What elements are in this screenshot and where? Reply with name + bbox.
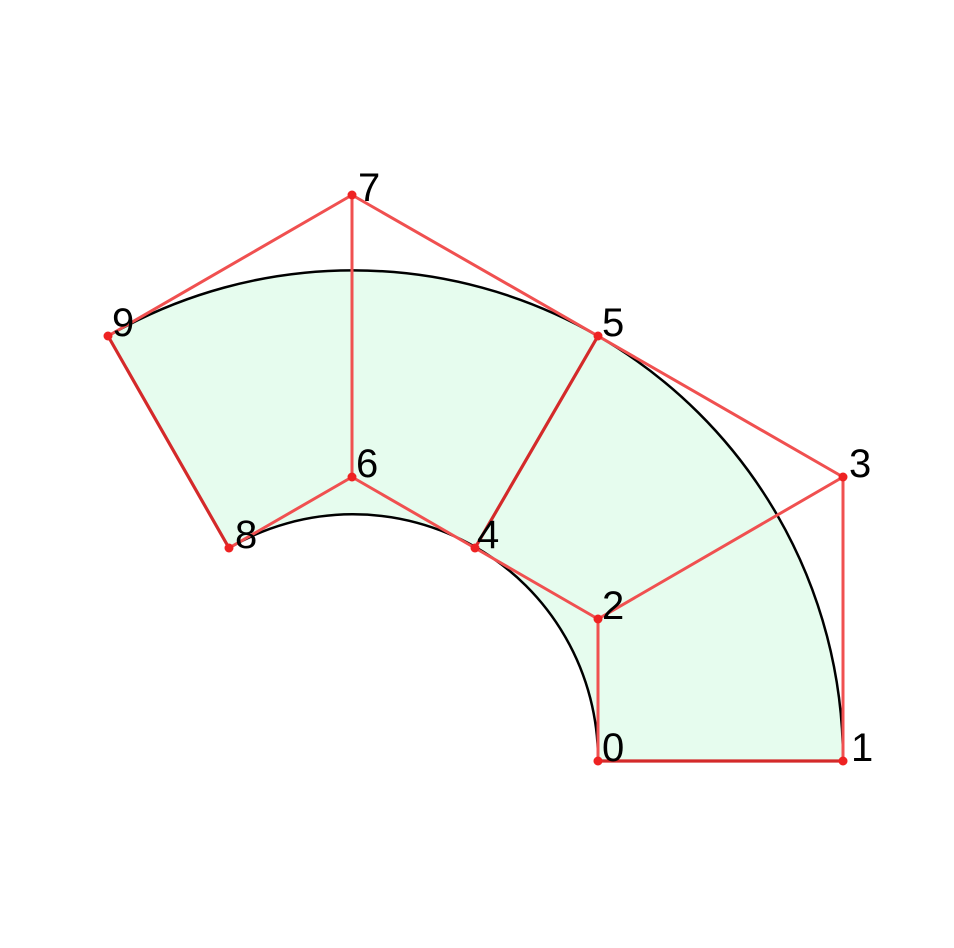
edge-8-9 — [106, 334, 231, 550]
node-label-8: 8 — [235, 513, 257, 557]
mesh-edges — [106, 193, 845, 763]
node-1 — [838, 756, 848, 766]
node-3 — [838, 472, 848, 482]
node-label-3: 3 — [849, 442, 871, 486]
edge-3-5 — [596, 334, 845, 479]
node-7 — [347, 190, 357, 200]
node-5 — [593, 331, 603, 341]
annular-region — [108, 270, 844, 761]
node-label-4: 4 — [477, 513, 499, 557]
node-8 — [224, 543, 234, 553]
node-label-5: 5 — [602, 301, 624, 345]
node-6 — [347, 472, 357, 482]
node-label-6: 6 — [356, 442, 378, 486]
node-label-1: 1 — [851, 726, 873, 770]
node-4 — [470, 543, 480, 553]
edge-5-7 — [350, 193, 600, 338]
node-label-0: 0 — [602, 726, 624, 770]
edge-7-9 — [106, 193, 354, 338]
edge-2-3 — [596, 475, 845, 621]
node-2 — [593, 614, 603, 624]
node-labels: 0 1 2 3 4 5 6 7 8 9 — [112, 166, 873, 770]
edge-6-8 — [227, 475, 354, 550]
node-label-9: 9 — [112, 301, 134, 345]
edge-2-4 — [473, 546, 600, 621]
mesh-nodes — [103, 190, 848, 766]
edge-4-5 — [473, 334, 600, 550]
node-label-2: 2 — [602, 584, 624, 628]
node-9 — [103, 331, 113, 341]
edge-4-6 — [350, 475, 477, 550]
node-label-7: 7 — [358, 166, 380, 210]
node-0 — [593, 756, 603, 766]
